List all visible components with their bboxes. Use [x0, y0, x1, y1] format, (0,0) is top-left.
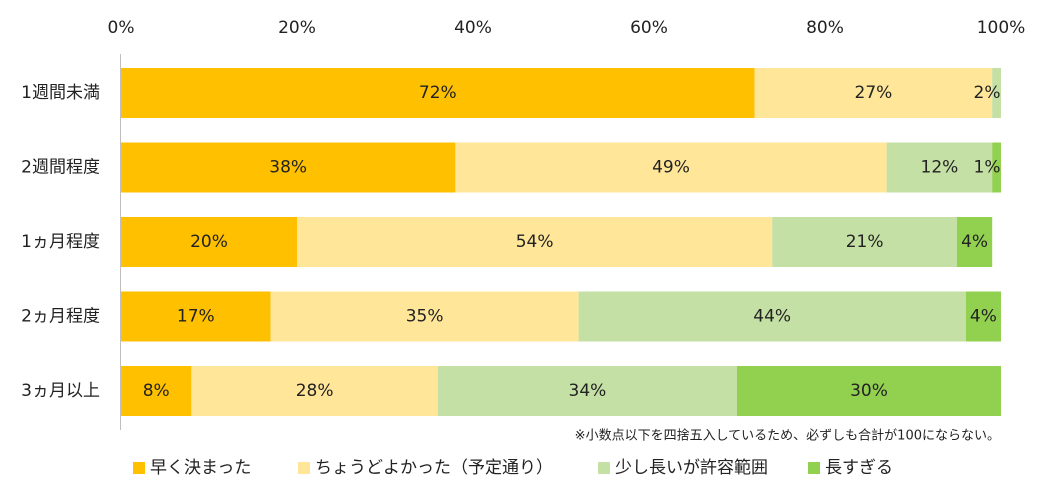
data-label: 8% — [143, 381, 170, 401]
data-label: 30% — [850, 381, 888, 401]
bar-segment — [992, 142, 1001, 193]
legend-item: ちょうどよかった（予定通り） — [298, 458, 553, 478]
data-label: 34% — [569, 381, 607, 401]
bar-segment — [121, 142, 456, 193]
legend-label: 早く決まった — [150, 458, 251, 478]
legend-item: 長すぎる — [808, 458, 893, 478]
footnote: ※小数点以下を四捨五入しているため、必ずしも合計が100にならない。 — [575, 428, 1000, 444]
category-label: 1ヵ月程度 — [21, 232, 100, 252]
x-tick-label: 20% — [278, 18, 316, 38]
bar-segment — [121, 366, 192, 416]
category-label: 1週間未満 — [21, 83, 100, 103]
legend-label: 長すぎる — [825, 458, 893, 478]
bar-segment — [121, 291, 271, 342]
data-label: 35% — [406, 307, 444, 327]
category-label: 2ヵ月程度 — [21, 307, 100, 327]
data-label: 27% — [855, 83, 893, 103]
category-label: 3ヵ月以上 — [21, 381, 100, 401]
category-label: 2週間程度 — [21, 158, 100, 178]
x-axis-ticks: 0% 20% 40% 60% 80% 100% — [108, 18, 1026, 38]
legend-swatch — [598, 462, 610, 474]
x-tick-label: 100% — [977, 18, 1026, 38]
bar-row: 17% 35% 44% 4% — [121, 291, 1001, 342]
data-label: 4% — [961, 232, 988, 252]
data-label: 2% — [974, 83, 1001, 103]
data-label: 4% — [970, 307, 997, 327]
x-tick-label: 40% — [454, 18, 492, 38]
bar-segment — [965, 291, 1001, 342]
legend-label: ちょうどよかった（予定通り） — [315, 458, 553, 478]
legend-swatch — [808, 462, 820, 474]
category-labels: 1週間未満 2週間程度 1ヵ月程度 2ヵ月程度 3ヵ月以上 — [21, 83, 100, 401]
x-tick-label: 80% — [806, 18, 844, 38]
legend-label: 少し長いが許容範囲 — [615, 458, 768, 478]
bar-segment — [578, 291, 966, 342]
bar-row: 72% 27% 2% — [121, 68, 1001, 118]
legend-item: 少し長いが許容範囲 — [598, 458, 768, 478]
bar-segment — [772, 217, 957, 267]
data-label: 28% — [296, 381, 334, 401]
data-label: 44% — [753, 307, 791, 327]
bar-row: 8% 28% 34% 30% — [121, 366, 1001, 416]
bar-segment — [754, 68, 993, 118]
bar-row: 20% 54% 21% 4% — [121, 217, 993, 267]
bar-row: 38% 49% 12% 1% — [121, 142, 1001, 193]
bar-segment — [737, 366, 1001, 416]
data-label: 17% — [177, 307, 215, 327]
bar-segment — [191, 366, 438, 416]
legend: 早く決まった ちょうどよかった（予定通り） 少し長いが許容範囲 長すぎる — [133, 458, 893, 478]
legend-swatch — [298, 462, 310, 474]
x-tick-label: 0% — [108, 18, 135, 38]
bar-segment — [121, 217, 297, 267]
data-label: 1% — [974, 158, 1001, 178]
data-label: 12% — [921, 158, 959, 178]
data-label: 20% — [190, 232, 228, 252]
data-label: 49% — [652, 158, 690, 178]
bar-segment — [270, 291, 579, 342]
bar-segment — [121, 68, 755, 118]
data-label: 38% — [269, 158, 307, 178]
bar-segment — [992, 68, 1001, 118]
legend-item: 早く決まった — [133, 458, 251, 478]
bar-segment — [886, 142, 993, 193]
bars: 72% 27% 2% 38% 49% 12% 1% 20% 54% 21% 4% 17% 35% 44% 4… — [121, 68, 1001, 416]
bar-segment — [455, 142, 887, 193]
bar-segment — [957, 217, 993, 267]
data-label: 21% — [846, 232, 884, 252]
data-label: 72% — [419, 83, 457, 103]
bar-segment — [297, 217, 773, 267]
data-label: 54% — [516, 232, 554, 252]
bar-segment — [437, 366, 737, 416]
x-tick-label: 60% — [630, 18, 668, 38]
legend-swatch — [133, 462, 145, 474]
